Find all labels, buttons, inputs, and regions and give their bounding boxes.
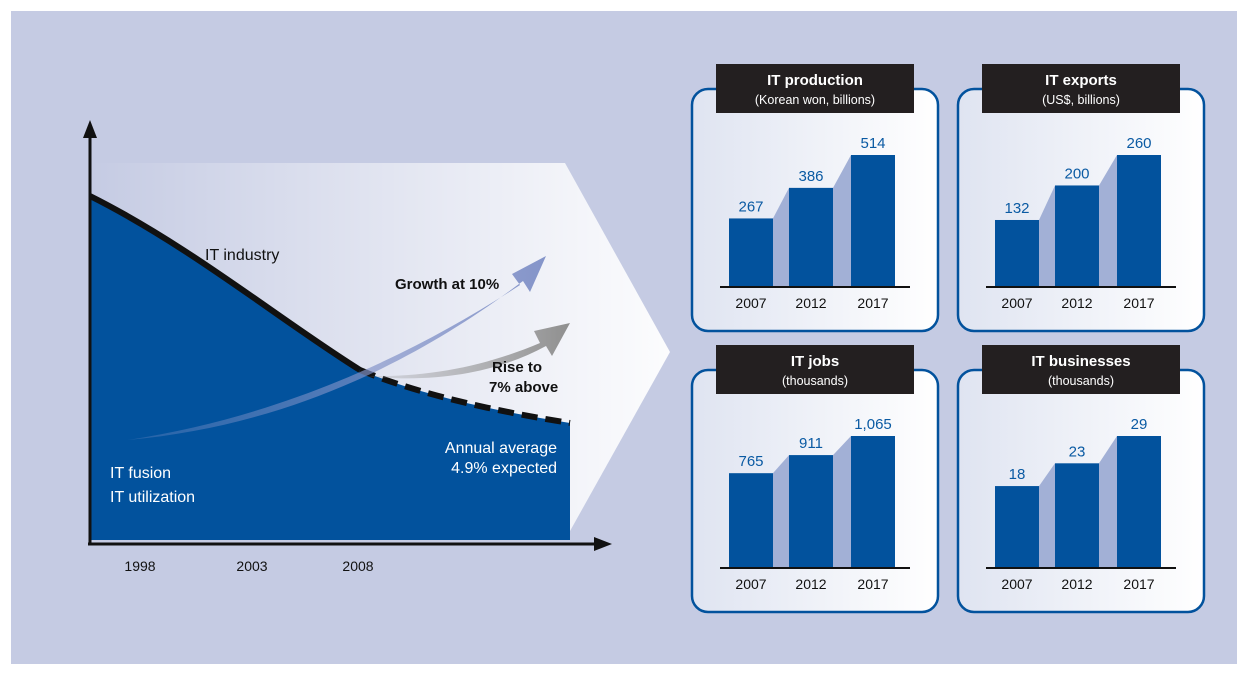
rise-label-line1: Rise to (492, 359, 542, 376)
x-tick-label: 2017 (1123, 576, 1154, 592)
panel-subtitle: (thousands) (782, 374, 848, 388)
rise-label-line2: 7% above (489, 379, 558, 396)
x-tick-label: 2012 (795, 576, 826, 592)
growth-label: Growth at 10% (395, 276, 499, 293)
panel-title-box (982, 345, 1180, 394)
panel-title: IT exports (1045, 72, 1117, 89)
x-tick-label: 2007 (1001, 576, 1032, 592)
bar-chart-panel: IT production (Korean won, billions) 267 20… (690, 64, 940, 333)
x-tick-label: 2012 (1061, 576, 1092, 592)
bar-value-label: 23 (1069, 443, 1086, 460)
bar-value-label: 132 (1004, 200, 1029, 217)
rise-arrow (364, 323, 570, 379)
x-tick-label: 2007 (1001, 295, 1032, 311)
bar-value-label: 911 (799, 435, 823, 452)
bar (1117, 436, 1161, 568)
bar-chart-panel: IT jobs (thousands) 765 2007 911 2012 1,065 201… (690, 345, 940, 614)
bar (789, 455, 833, 568)
x-tick-label: 2007 (735, 576, 766, 592)
bar (995, 486, 1039, 568)
bar (1117, 155, 1161, 287)
bar-connector (1099, 436, 1117, 568)
bar-connector (833, 436, 851, 568)
bar-value-label: 200 (1064, 165, 1089, 182)
bar (995, 219, 1039, 287)
bar (789, 187, 833, 287)
bar-chart-panel: IT businesses (thousands) 18 2007 23 2012 29 20… (956, 345, 1206, 614)
bar-value-label: 29 (1131, 416, 1148, 433)
bar-connector (1099, 155, 1117, 287)
x-tick-label: 2017 (1123, 295, 1154, 311)
panel-title-box (982, 64, 1180, 113)
y-axis-arrowhead (83, 120, 97, 138)
bar-connector (833, 155, 851, 287)
bar (1055, 463, 1099, 568)
annual-average-line1: Annual average (445, 440, 557, 457)
annual-average-line2: 4.9% expected (451, 460, 557, 477)
panel-title: IT jobs (791, 353, 839, 370)
bar (851, 436, 895, 568)
panel-title: IT businesses (1031, 353, 1130, 370)
it-industry-projection (358, 367, 571, 426)
panel-subtitle: (Korean won, billions) (755, 93, 875, 107)
bar-value-label: 18 (1009, 466, 1026, 483)
bar-value-label: 386 (798, 168, 823, 185)
x-tick-label: 2012 (795, 295, 826, 311)
bar (851, 155, 895, 287)
bar-value-label: 267 (738, 198, 763, 215)
it-industry-area (90, 196, 570, 540)
main-growth-chart: 1998 2003 2008 IT industry IT fusion IT … (83, 120, 670, 574)
it-industry-curve (88, 193, 362, 373)
bar-connector (773, 187, 789, 287)
bar-connector (1039, 463, 1055, 568)
bar (1055, 185, 1099, 287)
bar (729, 473, 773, 568)
x-tick-label: 2007 (735, 295, 766, 311)
bar-value-label: 514 (860, 135, 885, 152)
panel-subtitle: (US$, billions) (1042, 93, 1120, 107)
bar-value-label: 260 (1126, 135, 1151, 152)
x-tick-label: 2003 (236, 558, 267, 574)
it-fusion-label: IT fusion (110, 465, 171, 482)
panel-subtitle: (thousands) (1048, 374, 1114, 388)
it-industry-label: IT industry (205, 247, 279, 264)
x-tick-label: 2017 (857, 295, 888, 311)
it-utilization-label: IT utilization (110, 489, 195, 506)
bar-chart-panels: IT production (Korean won, billions) 267 20… (690, 64, 1206, 614)
x-tick-label: 2017 (857, 576, 888, 592)
panel-title: IT production (767, 72, 863, 89)
x-tick-label: 2012 (1061, 295, 1092, 311)
x-tick-label: 1998 (124, 558, 155, 574)
bar-value-label: 1,065 (854, 416, 892, 433)
x-tick-label: 2008 (342, 558, 373, 574)
bar-connector (773, 455, 789, 568)
panel-title-box (716, 64, 914, 113)
x-axis-arrowhead (594, 537, 612, 551)
bar-chart-panel: IT exports (US$, billions) 132 2007 200 2012 2… (956, 64, 1206, 333)
bar-value-label: 765 (738, 453, 763, 470)
panel-title-box (716, 345, 914, 394)
bar (729, 218, 773, 287)
bar-connector (1039, 185, 1055, 287)
